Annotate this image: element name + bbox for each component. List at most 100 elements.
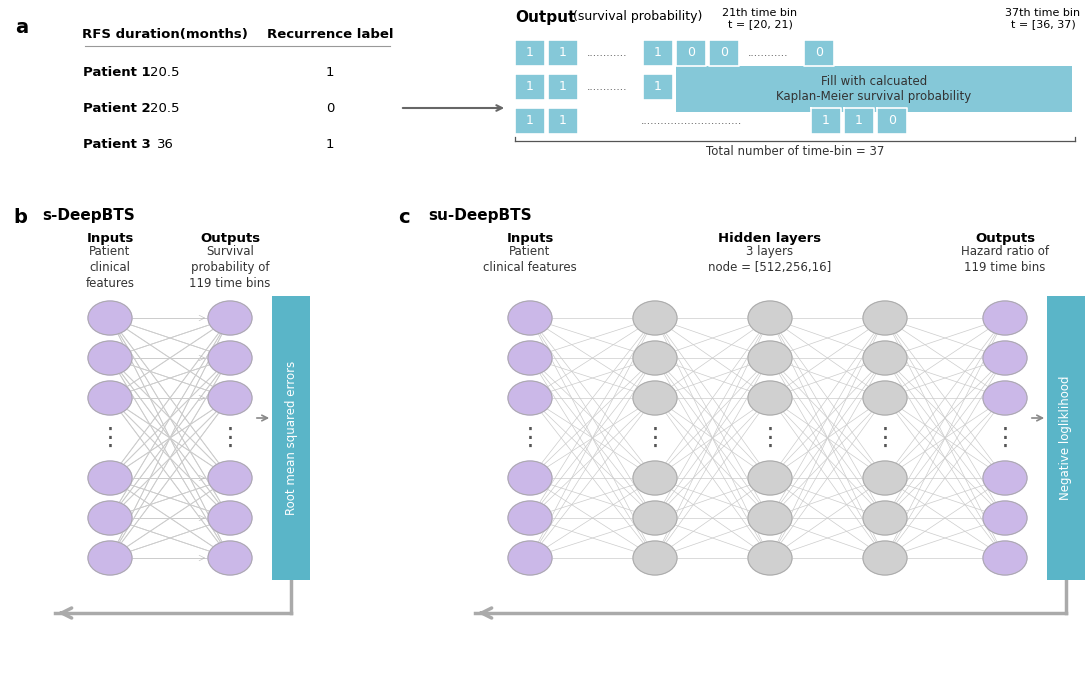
Text: Recurrence label: Recurrence label [267, 28, 393, 41]
Ellipse shape [208, 381, 252, 415]
Ellipse shape [508, 381, 552, 415]
Text: ⋮: ⋮ [97, 426, 122, 450]
Text: Hidden layers: Hidden layers [718, 232, 822, 245]
Ellipse shape [208, 301, 252, 335]
Text: 1: 1 [526, 114, 534, 127]
Text: ⋮: ⋮ [993, 426, 1017, 450]
Text: 36: 36 [157, 138, 173, 152]
Ellipse shape [633, 301, 677, 335]
Ellipse shape [983, 301, 1027, 335]
Bar [708, 40, 739, 66]
Text: ............: ............ [586, 48, 627, 58]
Bar [514, 74, 545, 100]
Ellipse shape [863, 381, 907, 415]
Ellipse shape [208, 501, 252, 535]
Text: Negative logliklihood: Negative logliklihood [1059, 376, 1073, 500]
Ellipse shape [88, 541, 132, 575]
Text: 20.5: 20.5 [150, 65, 180, 79]
Text: ⋮: ⋮ [518, 426, 543, 450]
Ellipse shape [208, 341, 252, 375]
Bar [676, 40, 706, 66]
Ellipse shape [208, 461, 252, 495]
Ellipse shape [983, 541, 1027, 575]
Text: Total number of time-bin = 37: Total number of time-bin = 37 [706, 145, 884, 158]
Text: 1: 1 [559, 46, 567, 59]
Text: Root mean squared errors: Root mean squared errors [284, 361, 298, 515]
Ellipse shape [508, 461, 552, 495]
Ellipse shape [983, 461, 1027, 495]
Text: Survival
probability of
119 time bins: Survival probability of 119 time bins [190, 245, 270, 290]
Bar [272, 296, 310, 580]
Ellipse shape [208, 541, 252, 575]
Text: 1: 1 [559, 81, 567, 94]
Ellipse shape [863, 301, 907, 335]
Text: Hazard ratio of
119 time bins: Hazard ratio of 119 time bins [961, 245, 1049, 274]
Text: ⋮: ⋮ [642, 426, 667, 450]
Ellipse shape [508, 541, 552, 575]
Text: ..............................: .............................. [641, 116, 741, 126]
Ellipse shape [863, 341, 907, 375]
Text: ⋮: ⋮ [758, 426, 783, 450]
Text: ............: ............ [748, 48, 788, 58]
Ellipse shape [863, 541, 907, 575]
Ellipse shape [508, 501, 552, 535]
Text: 0: 0 [687, 46, 695, 59]
Ellipse shape [88, 381, 132, 415]
Ellipse shape [88, 461, 132, 495]
Ellipse shape [88, 301, 132, 335]
Bar [78, 296, 262, 580]
Text: ............: ............ [586, 82, 627, 92]
Text: Patient 3: Patient 3 [83, 138, 150, 152]
Text: s-DeepBTS: s-DeepBTS [43, 208, 135, 223]
Text: b: b [13, 208, 27, 227]
Bar [804, 40, 834, 66]
Text: 1: 1 [654, 81, 662, 94]
Text: 0: 0 [815, 46, 823, 59]
Bar [643, 40, 673, 66]
Ellipse shape [748, 541, 792, 575]
Ellipse shape [633, 381, 677, 415]
Text: 1: 1 [526, 46, 534, 59]
Bar [548, 108, 578, 134]
Text: Patient 2: Patient 2 [83, 101, 150, 114]
Text: 3 layers
node = [512,256,16]: 3 layers node = [512,256,16] [708, 245, 832, 274]
Bar [514, 108, 545, 134]
Ellipse shape [88, 501, 132, 535]
Text: t = [20, 21): t = [20, 21) [727, 19, 792, 29]
Ellipse shape [983, 381, 1027, 415]
Text: 0: 0 [326, 101, 335, 114]
Text: 0: 0 [720, 46, 728, 59]
Text: 1: 1 [526, 81, 534, 94]
Text: ⋮: ⋮ [218, 426, 242, 450]
Text: 21th time bin: 21th time bin [723, 8, 798, 18]
Text: Patient 1: Patient 1 [83, 65, 150, 79]
Text: ⋮: ⋮ [872, 426, 897, 450]
Ellipse shape [983, 341, 1027, 375]
Bar [548, 74, 578, 100]
Text: 1: 1 [326, 65, 335, 79]
Bar [514, 40, 545, 66]
Text: 20.5: 20.5 [150, 101, 180, 114]
Bar [1047, 296, 1085, 580]
Text: 1: 1 [822, 114, 829, 127]
Text: 1: 1 [855, 114, 863, 127]
Ellipse shape [748, 301, 792, 335]
Text: 1: 1 [654, 46, 662, 59]
Text: 37th time bin: 37th time bin [1005, 8, 1080, 18]
Ellipse shape [863, 461, 907, 495]
Bar [676, 66, 1071, 112]
Text: Output: Output [514, 10, 576, 25]
Ellipse shape [983, 501, 1027, 535]
Ellipse shape [633, 501, 677, 535]
Text: Inputs: Inputs [86, 232, 134, 245]
Ellipse shape [748, 341, 792, 375]
Text: Patient
clinical features: Patient clinical features [483, 245, 577, 274]
Ellipse shape [748, 501, 792, 535]
Text: Inputs: Inputs [507, 232, 554, 245]
Ellipse shape [508, 301, 552, 335]
Text: Patient
clinical
features: Patient clinical features [85, 245, 134, 290]
Ellipse shape [633, 461, 677, 495]
Text: c: c [398, 208, 410, 227]
Bar [643, 74, 673, 100]
Text: Fill with calcuated
Kaplan-Meier survival probability: Fill with calcuated Kaplan-Meier surviva… [776, 75, 971, 103]
